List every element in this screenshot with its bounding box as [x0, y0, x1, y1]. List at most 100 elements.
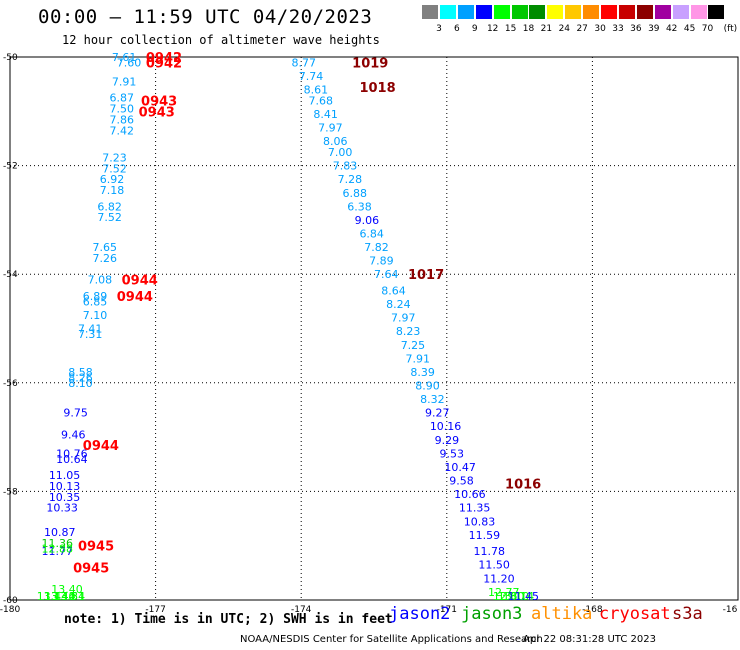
legend-swatch: [475, 5, 492, 19]
wave-height-point: 10.83: [464, 515, 496, 528]
legend-label: 3: [436, 24, 442, 34]
wave-height-point: 13.14: [503, 590, 535, 603]
legend-swatch: [457, 5, 474, 19]
wave-height-point: 6.38: [347, 200, 372, 213]
legend-swatch: [654, 5, 671, 19]
legend-label: 18: [522, 24, 535, 34]
wave-height-point: 6.87: [109, 92, 134, 105]
x-tick-label: -180: [0, 605, 20, 615]
wave-height-point: 7.65: [93, 241, 118, 254]
y-tick-label: -54: [3, 270, 18, 280]
legend-label: 6: [454, 24, 460, 34]
wave-height-point: 7.60: [117, 56, 142, 69]
wave-height-point: 11.45: [507, 590, 539, 603]
legend-swatch: [493, 5, 510, 19]
legend-label: 45: [683, 24, 696, 34]
wave-height-point: 8.64: [381, 284, 406, 297]
wave-height-point: 9.06: [355, 214, 380, 227]
pass-time-label: 0943: [141, 94, 177, 109]
y-tick-label: -52: [3, 162, 18, 172]
plot-frame: [9, 56, 739, 601]
wave-height-point: 8.06: [323, 135, 348, 148]
legend-swatch: [690, 5, 707, 19]
wave-height-point: 7.00: [328, 146, 353, 159]
wave-height-point: 7.86: [109, 113, 134, 126]
satellite-cryosat: cryosat: [599, 604, 671, 624]
wave-height-point: 7.91: [406, 352, 431, 365]
wave-height-point: 13.54: [54, 590, 86, 603]
wave-height-point: 13.41: [44, 590, 75, 603]
wave-height-point: 10.47: [444, 461, 476, 474]
chart-subtitle: 12 hour collection of altimeter wave hei…: [62, 33, 380, 47]
wave-height-point: 13.44: [37, 590, 68, 603]
legend-label: 12: [486, 24, 499, 34]
legend-label: 30: [594, 24, 606, 34]
pass-time-label: 1019: [352, 56, 388, 71]
wave-height-point: 8.58: [68, 366, 93, 379]
legend-swatch: [439, 5, 456, 19]
wave-height-point: 12.60: [493, 590, 525, 603]
wave-height-point: 7.52: [97, 211, 122, 224]
wave-height-point: 6.88: [342, 187, 367, 200]
wave-height-point: 7.89: [369, 255, 394, 268]
satellite-s3a: s3a: [672, 604, 703, 624]
wave-height-point: 13.40: [44, 590, 75, 603]
legend-label: 42: [665, 24, 678, 34]
wave-height-point: 7.68: [308, 94, 333, 107]
chart-title: 00:00 – 11:59 UTC 04/20/2023: [38, 6, 373, 28]
x-tick-label: -16: [723, 605, 738, 615]
wave-height-point: 11.77: [42, 545, 73, 558]
wave-height-point: 6.82: [97, 200, 122, 213]
wave-height-point: 7.52: [102, 162, 127, 175]
satellite-jason2: jason2: [389, 604, 451, 624]
x-tick-label: -177: [145, 605, 165, 615]
legend-swatch: [708, 5, 725, 19]
legend-swatch: [511, 5, 528, 19]
wave-height-point: 6.85: [83, 295, 108, 308]
wave-height-point: 7.50: [109, 103, 134, 116]
wave-height-point: 11.05: [49, 469, 81, 482]
wave-height-point: 9.58: [449, 475, 474, 488]
satellite-altika: altika: [531, 604, 593, 624]
wave-height-point: 13.40: [51, 583, 83, 596]
pass-time-label: 0942: [146, 51, 182, 66]
pass-time-label: 1016: [505, 477, 541, 492]
pass-time-label: 0945: [78, 540, 114, 555]
wave-height-point: 10.13: [49, 480, 81, 493]
wave-height-point: 9.46: [61, 428, 86, 441]
wave-height-point: 12.77: [488, 586, 520, 599]
wave-height-point: 8.90: [415, 380, 440, 393]
wave-height-point: 12.88: [42, 542, 73, 555]
wave-height-point: 7.26: [93, 252, 118, 265]
wave-height-point: 7.08: [88, 274, 113, 287]
wave-height-point: 9.75: [63, 407, 88, 420]
wave-height-point: 11.59: [469, 529, 501, 542]
legend-label: 39: [648, 24, 660, 34]
wave-height-point: 8.41: [313, 108, 338, 121]
wave-height-point: 7.82: [364, 241, 389, 254]
wave-height-point: 7.41: [78, 323, 103, 336]
wave-height-point: 13.44: [44, 590, 75, 603]
wave-height-point: 7.23: [102, 151, 127, 164]
pass-time-label: 0944: [83, 439, 119, 454]
x-tick-label: -174: [291, 605, 312, 615]
footer-credit: NOAA/NESDIS Center for Satellite Applica…: [240, 634, 543, 645]
wave-height-point: 7.42: [109, 124, 134, 137]
wave-height-point: 10.16: [430, 420, 462, 433]
legend-label: 21: [540, 24, 553, 34]
wave-height-point: 13.10: [498, 590, 530, 603]
wave-height-point: 9.53: [440, 447, 465, 460]
wave-height-point: 10.64: [56, 453, 88, 466]
wave-height-point: 8.24: [386, 298, 411, 311]
wave-height-point: 7.91: [112, 75, 137, 88]
legend-swatch: [618, 5, 635, 19]
wave-height-point: 7.28: [338, 173, 363, 186]
note-text: note: 1) Time is in UTC; 2) SWH is in fe…: [64, 612, 393, 627]
legend-swatch: [601, 5, 617, 19]
wave-height-point: 11.36: [42, 537, 73, 550]
legend-swatch: [672, 5, 689, 19]
wave-height-point: 7.10: [83, 309, 108, 322]
legend-swatch: [547, 5, 564, 19]
wave-height-point: 8.77: [291, 56, 316, 69]
wave-height-point: 11.78: [473, 545, 505, 558]
